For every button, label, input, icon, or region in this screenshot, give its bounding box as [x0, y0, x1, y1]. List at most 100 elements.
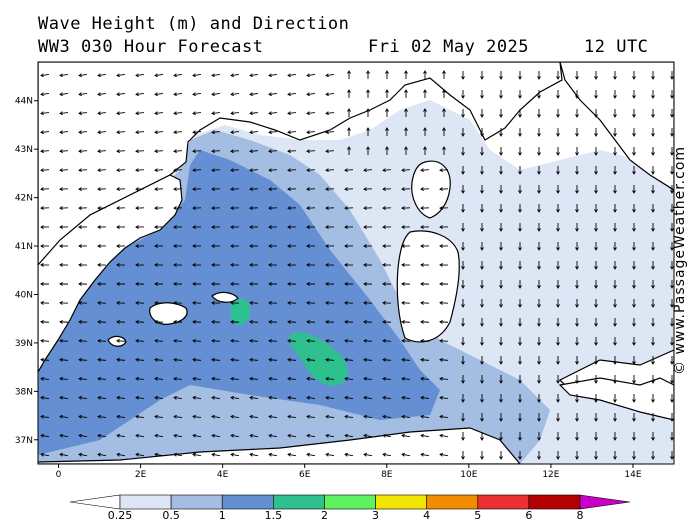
direction-arrow [518, 375, 522, 384]
direction-arrow [230, 92, 240, 97]
direction-arrow [363, 168, 373, 173]
direction-arrow [363, 319, 373, 324]
colorbar-segment [170, 494, 223, 510]
direction-arrow [461, 299, 465, 308]
colorbar-segment [477, 494, 530, 510]
direction-arrow [249, 357, 259, 362]
colorbar-label: 1.5 [265, 509, 283, 522]
direction-arrow [404, 89, 408, 98]
direction-arrow [537, 185, 541, 194]
direction-arrow [382, 244, 392, 248]
direction-arrow [382, 376, 392, 381]
direction-arrow [173, 130, 183, 135]
direction-arrow [135, 300, 145, 305]
direction-arrow [287, 187, 297, 192]
direction-arrow [480, 166, 484, 175]
direction-arrow [537, 71, 541, 80]
direction-arrow [480, 109, 484, 118]
direction-arrow [556, 394, 560, 403]
direction-arrow [347, 146, 351, 155]
direction-arrow [480, 451, 484, 460]
colorbar-segment [273, 494, 325, 510]
direction-arrow [556, 280, 560, 289]
direction-arrow [192, 395, 202, 400]
direction-arrow [306, 225, 316, 229]
direction-arrow [97, 452, 107, 457]
direction-arrow [78, 244, 88, 248]
direction-arrow [632, 299, 636, 308]
direction-arrow [116, 376, 126, 381]
direction-arrow [97, 92, 107, 97]
direction-arrow [78, 357, 88, 362]
direction-arrow [40, 300, 50, 305]
direction-arrow [594, 451, 598, 460]
direction-arrow [249, 111, 259, 116]
direction-arrow [97, 206, 107, 210]
direction-arrow [344, 414, 354, 419]
direction-arrow [480, 71, 484, 80]
direction-arrow [461, 375, 465, 384]
direction-arrow [306, 319, 316, 324]
land-spain [38, 62, 183, 374]
direction-arrow [344, 319, 354, 324]
direction-arrow [287, 395, 297, 400]
direction-arrow [461, 394, 465, 403]
direction-arrow [97, 282, 107, 286]
direction-arrow [135, 92, 145, 97]
direction-arrow [40, 187, 50, 192]
direction-arrow [537, 432, 541, 441]
x-tick-label: 0 [56, 470, 62, 480]
direction-arrow [173, 187, 183, 192]
direction-arrow [461, 90, 465, 99]
direction-arrow [518, 223, 522, 232]
direction-arrow [306, 206, 316, 210]
direction-arrow [518, 261, 522, 270]
direction-arrow [268, 433, 278, 438]
direction-arrow [670, 318, 674, 327]
direction-arrow [613, 413, 617, 422]
direction-arrow [135, 357, 145, 362]
direction-arrow [670, 394, 674, 403]
direction-arrow [306, 414, 316, 419]
direction-arrow [423, 108, 427, 117]
direction-arrow [347, 108, 351, 117]
direction-arrow [518, 318, 522, 327]
direction-arrow [575, 261, 579, 270]
direction-arrow [40, 263, 50, 267]
colorbar-label: 1 [219, 509, 226, 522]
colorbar-segment [119, 494, 172, 510]
direction-arrow [439, 452, 449, 457]
direction-arrow [404, 70, 408, 79]
direction-arrow [439, 300, 449, 305]
direction-arrow [249, 452, 259, 457]
x-tick-label: 10E [460, 470, 477, 480]
direction-arrow [268, 149, 278, 154]
direction-arrow [594, 71, 598, 80]
direction-arrow [325, 130, 335, 135]
direction-arrows [40, 70, 674, 460]
direction-arrow [306, 300, 316, 305]
direction-arrow [480, 299, 484, 308]
direction-arrow [518, 394, 522, 403]
direction-arrow [651, 451, 655, 460]
direction-arrow [135, 338, 145, 343]
direction-arrow [59, 300, 69, 305]
direction-arrow [382, 282, 392, 286]
colorbar-label: 2 [321, 509, 328, 522]
direction-arrow [651, 337, 655, 346]
direction-arrow [173, 395, 183, 400]
direction-arrow [651, 204, 655, 213]
direction-arrow [116, 282, 126, 286]
direction-arrow [173, 433, 183, 438]
direction-arrow [366, 108, 370, 117]
direction-arrow [480, 356, 484, 365]
direction-arrow [651, 166, 655, 175]
direction-arrow [480, 204, 484, 213]
direction-arrow [613, 280, 617, 289]
direction-arrow [268, 300, 278, 305]
direction-arrow [344, 206, 354, 210]
direction-arrow [40, 206, 50, 210]
direction-arrow [40, 111, 50, 116]
direction-arrow [306, 149, 316, 154]
direction-arrow [461, 147, 465, 156]
